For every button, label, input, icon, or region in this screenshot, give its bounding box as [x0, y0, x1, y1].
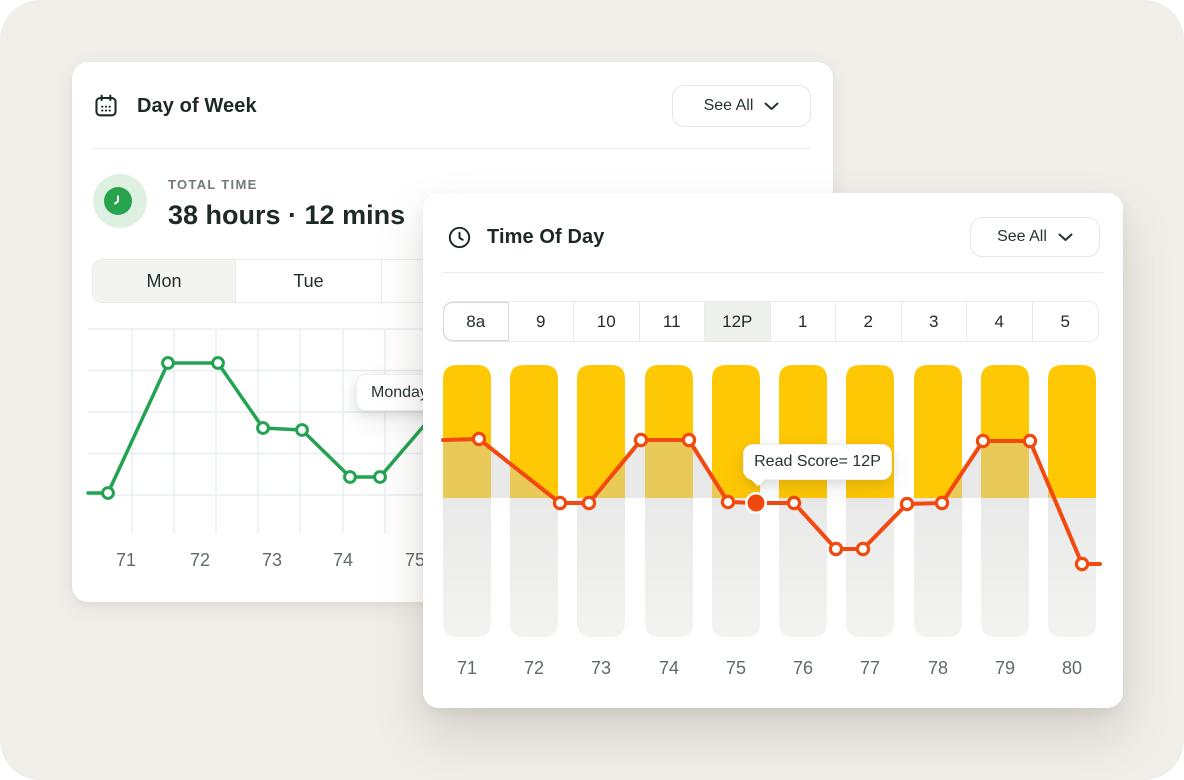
time-see-all-button[interactable]: See All — [970, 217, 1100, 257]
total-time-value: 38 hours · 12 mins — [168, 200, 406, 230]
time-tab-12p[interactable]: 12P — [705, 302, 771, 341]
day-see-all-label: See All — [703, 97, 754, 114]
time-tab-11[interactable]: 11 — [640, 302, 705, 341]
bar-yellow[interactable] — [443, 365, 491, 498]
bar-track — [981, 498, 1029, 637]
data-point[interactable] — [934, 495, 950, 511]
x-axis-label: 80 — [1062, 658, 1082, 678]
bar-yellow[interactable] — [914, 365, 962, 498]
bar-yellow[interactable] — [981, 365, 1029, 498]
data-point[interactable] — [786, 495, 802, 511]
x-axis-label: 71 — [116, 550, 136, 570]
x-axis-label: 78 — [928, 658, 948, 678]
bar-yellow[interactable] — [577, 365, 625, 498]
total-time-avatar — [93, 174, 147, 228]
time-see-all-label: See All — [997, 228, 1047, 245]
time-tabs: 8a 9 10 11 12P 1 2 3 4 5 — [443, 301, 1099, 342]
chevron-down-icon — [764, 102, 779, 110]
chevron-down-icon — [1058, 233, 1073, 241]
time-header-divider — [443, 272, 1103, 273]
time-tab-3[interactable]: 3 — [902, 302, 967, 341]
time-tab-5[interactable]: 5 — [1060, 311, 1070, 331]
time-of-day-card: 71 72 73 74 75 76 77 78 79 80 Time Of Day See All… — [423, 193, 1123, 708]
data-point[interactable] — [855, 541, 871, 557]
time-tab-8a[interactable]: 8a — [443, 302, 509, 341]
bar-track — [510, 498, 558, 637]
data-point[interactable] — [256, 421, 270, 435]
time-tab-10[interactable]: 10 — [574, 302, 640, 341]
day-see-all-button[interactable]: See All — [672, 85, 811, 127]
total-time-label: TOTAL TIME — [168, 177, 258, 192]
bar-track — [1048, 498, 1096, 637]
bar-track — [645, 498, 693, 637]
bar-yellow[interactable] — [1048, 365, 1096, 498]
data-point[interactable] — [101, 486, 115, 500]
bar-yellow[interactable] — [510, 365, 558, 498]
data-point[interactable] — [373, 470, 387, 484]
day-card-title: Day of Week — [137, 95, 257, 117]
x-axis-label: 71 — [457, 658, 477, 678]
data-point[interactable] — [581, 495, 597, 511]
bar-track — [443, 498, 491, 637]
x-axis-label: 72 — [190, 550, 210, 570]
bar-track — [779, 498, 827, 637]
x-axis-label: 75 — [726, 658, 746, 678]
data-point[interactable] — [681, 432, 697, 448]
data-point[interactable] — [211, 356, 225, 370]
time-tab-4[interactable]: 4 — [967, 302, 1033, 341]
clock-badge-icon — [104, 187, 132, 215]
data-point[interactable] — [295, 423, 309, 437]
clock-icon — [447, 225, 472, 255]
x-axis-label: 76 — [793, 658, 813, 678]
x-axis-label: 72 — [524, 658, 544, 678]
calendar-icon — [93, 93, 119, 124]
active-data-point[interactable] — [747, 494, 765, 512]
x-axis-label: 73 — [262, 550, 282, 570]
data-point[interactable] — [1074, 556, 1090, 572]
time-tab-9[interactable]: 9 — [509, 302, 574, 341]
x-axis-label: 74 — [659, 658, 679, 678]
bar-track — [712, 498, 760, 637]
data-point[interactable] — [1022, 433, 1038, 449]
data-point[interactable] — [161, 356, 175, 370]
day-tab-mon[interactable]: Mon — [93, 260, 236, 302]
data-point[interactable] — [899, 496, 915, 512]
day-header-divider — [92, 148, 811, 149]
data-point[interactable] — [828, 541, 844, 557]
bar-track — [914, 498, 962, 637]
data-point[interactable] — [343, 470, 357, 484]
time-card-title: Time Of Day — [487, 226, 605, 248]
data-point[interactable] — [552, 495, 568, 511]
bar-track — [577, 498, 625, 637]
data-point[interactable] — [633, 432, 649, 448]
x-axis-label: 77 — [860, 658, 880, 678]
x-axis-label: 73 — [591, 658, 611, 678]
bar-track — [846, 498, 894, 637]
x-axis-label: 79 — [995, 658, 1015, 678]
data-point[interactable] — [471, 431, 487, 447]
time-tab-2[interactable]: 2 — [836, 302, 902, 341]
day-tab-tue[interactable]: Tue — [236, 260, 382, 302]
data-point[interactable] — [720, 494, 736, 510]
read-score-tooltip: Read Score= 12P — [743, 444, 892, 480]
active-point-halo — [745, 492, 767, 514]
bar-yellow[interactable] — [645, 365, 693, 498]
x-axis-label: 74 — [333, 550, 353, 570]
x-axis-label: 75 — [405, 550, 425, 570]
time-tab-1[interactable]: 1 — [771, 302, 836, 341]
data-point[interactable] — [975, 433, 991, 449]
